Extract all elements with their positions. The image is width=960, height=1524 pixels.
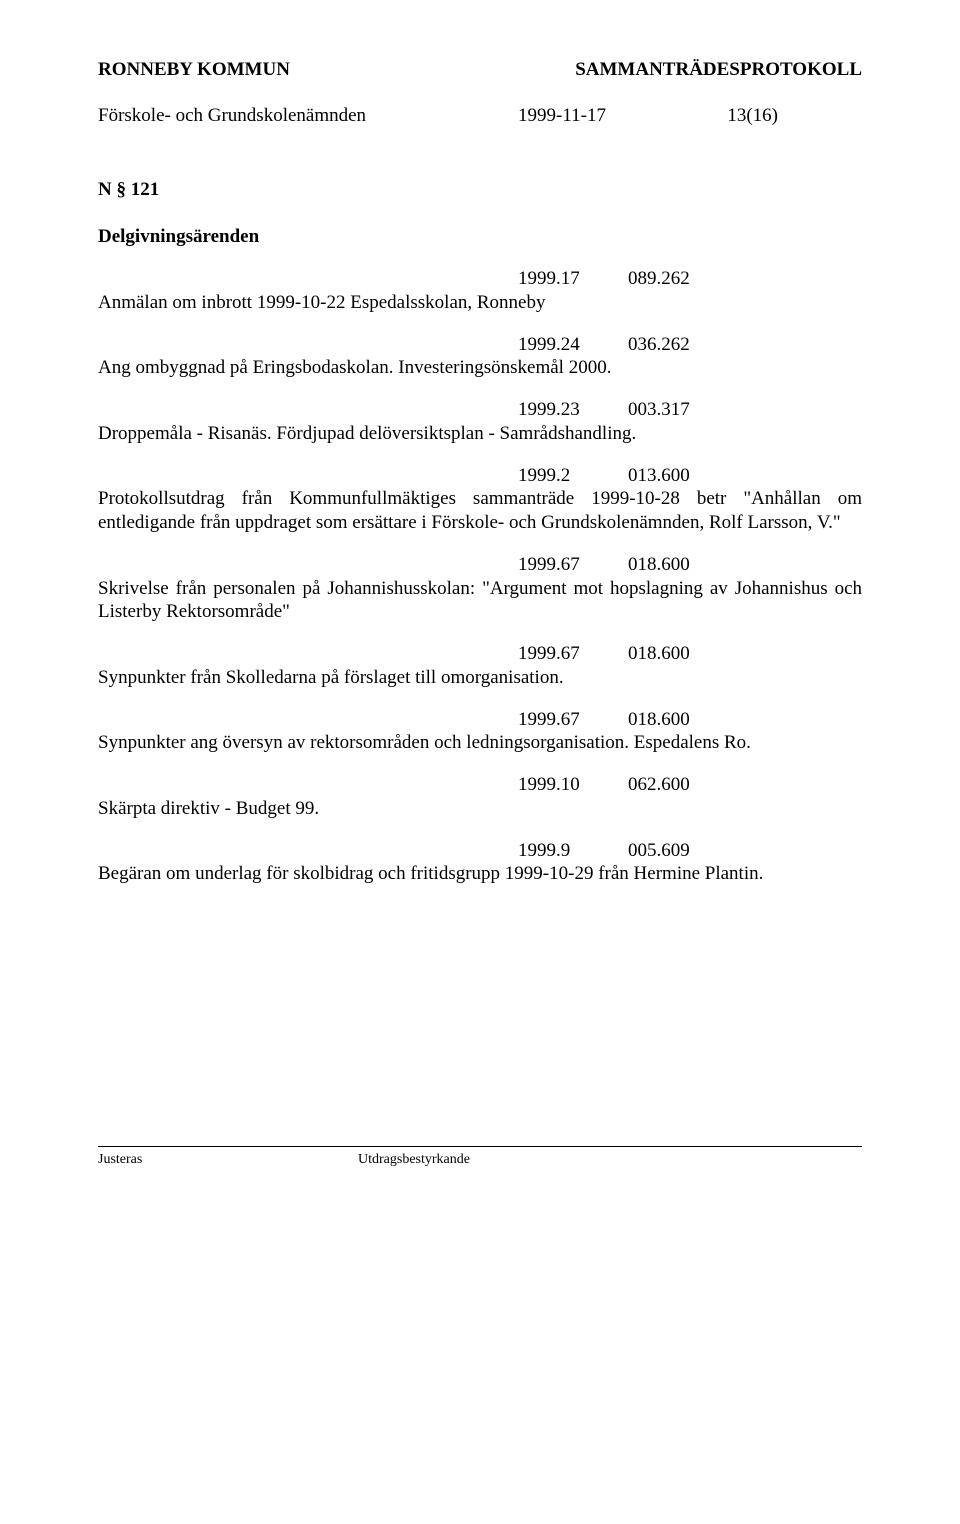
item-text: Anmälan om inbrott 1999-10-22 Espedalssk… (98, 291, 862, 315)
doc-type: SAMMANTRÄDESPROTOKOLL (575, 58, 862, 82)
section-number: N § 121 (98, 178, 862, 202)
item-code-2: 018.600 (628, 708, 738, 732)
item-code-2: 036.262 (628, 333, 738, 357)
item-code-row: 1999.2013.600 (98, 464, 862, 488)
item-code-1: 1999.10 (518, 773, 628, 797)
item-text: Skärpta direktiv - Budget 99. (98, 797, 862, 821)
item-text: Begäran om underlag för skolbidrag och f… (98, 862, 862, 886)
code-lead-spacer (98, 839, 518, 863)
code-lead-spacer (98, 464, 518, 488)
delgivning-item: 1999.10062.600Skärpta direktiv - Budget … (98, 773, 862, 821)
item-code-1: 1999.9 (518, 839, 628, 863)
item-text: Skrivelse från personalen på Johannishus… (98, 577, 862, 625)
meeting-date: 1999-11-17 (518, 104, 698, 128)
item-code-row: 1999.67018.600 (98, 708, 862, 732)
delgivning-item: 1999.67018.600Skrivelse från personalen … (98, 553, 862, 624)
item-code-1: 1999.67 (518, 642, 628, 666)
item-code-1: 1999.17 (518, 267, 628, 291)
page-subheader: Förskole- och Grundskolenämnden 1999-11-… (98, 104, 862, 128)
delgivning-item: 1999.23003.317Droppemåla - Risanäs. Förd… (98, 398, 862, 446)
item-code-row: 1999.10062.600 (98, 773, 862, 797)
item-code-1: 1999.67 (518, 553, 628, 577)
item-code-2: 013.600 (628, 464, 738, 488)
footer-left: Justeras (98, 1151, 358, 1169)
items-list: 1999.17089.262Anmälan om inbrott 1999-10… (98, 267, 862, 886)
item-code-row: 1999.67018.600 (98, 553, 862, 577)
delgivning-item: 1999.24036.262Ang ombyggnad på Eringsbod… (98, 333, 862, 381)
delgivning-item: 1999.17089.262Anmälan om inbrott 1999-10… (98, 267, 862, 315)
item-code-1: 1999.24 (518, 333, 628, 357)
delgivning-item: 1999.67018.600Synpunkter från Skolledarn… (98, 642, 862, 690)
code-lead-spacer (98, 773, 518, 797)
delgivning-item: 1999.2013.600Protokollsutdrag från Kommu… (98, 464, 862, 535)
code-lead-spacer (98, 708, 518, 732)
item-code-row: 1999.23003.317 (98, 398, 862, 422)
footer-right: Utdragsbestyrkande (358, 1151, 862, 1169)
code-lead-spacer (98, 642, 518, 666)
code-lead-spacer (98, 398, 518, 422)
item-code-row: 1999.24036.262 (98, 333, 862, 357)
item-code-2: 018.600 (628, 553, 738, 577)
page-header: RONNEBY KOMMUN SAMMANTRÄDESPROTOKOLL (98, 58, 862, 82)
code-lead-spacer (98, 333, 518, 357)
item-text: Droppemåla - Risanäs. Fördjupad delövers… (98, 422, 862, 446)
item-text: Synpunkter från Skolledarna på förslaget… (98, 666, 862, 690)
item-code-2: 003.317 (628, 398, 738, 422)
delgivning-item: 1999.9005.609Begäran om underlag för sko… (98, 839, 862, 887)
code-lead-spacer (98, 267, 518, 291)
item-text: Synpunkter ang översyn av rektorsområden… (98, 731, 862, 755)
item-code-row: 1999.67018.600 (98, 642, 862, 666)
item-code-2: 018.600 (628, 642, 738, 666)
item-code-row: 1999.17089.262 (98, 267, 862, 291)
section-title: Delgivningsärenden (98, 225, 862, 249)
item-code-2: 089.262 (628, 267, 738, 291)
item-code-2: 062.600 (628, 773, 738, 797)
item-text: Protokollsutdrag från Kommunfullmäktiges… (98, 487, 862, 535)
item-code-1: 1999.67 (518, 708, 628, 732)
page-number: 13(16) (698, 104, 778, 128)
org-name: RONNEBY KOMMUN (98, 58, 290, 82)
item-code-2: 005.609 (628, 839, 738, 863)
item-code-1: 1999.23 (518, 398, 628, 422)
item-code-row: 1999.9005.609 (98, 839, 862, 863)
delgivning-item: 1999.67018.600Synpunkter ang översyn av … (98, 708, 862, 756)
code-lead-spacer (98, 553, 518, 577)
item-text: Ang ombyggnad på Eringsbodaskolan. Inves… (98, 356, 862, 380)
item-code-1: 1999.2 (518, 464, 628, 488)
committee-name: Förskole- och Grundskolenämnden (98, 104, 518, 128)
page-footer: Justeras Utdragsbestyrkande (98, 1146, 862, 1169)
